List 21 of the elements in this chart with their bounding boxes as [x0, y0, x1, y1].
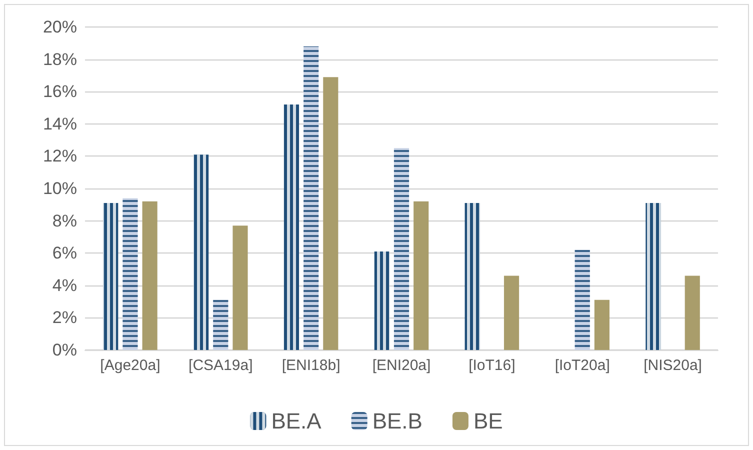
y-tick-label: 14% [42, 114, 77, 134]
y-tick-label: 0% [52, 340, 77, 360]
x-tick-label: [ENI18b] [282, 357, 340, 374]
y-tick-label: 8% [52, 211, 77, 230]
x-tick-label: [IoT20a] [554, 357, 610, 374]
y-tick-label: 6% [52, 244, 77, 263]
y-tick-label: 20% [42, 18, 77, 36]
x-tick-label: [Age20a] [100, 357, 160, 374]
y-tick-label: 2% [52, 308, 77, 328]
legend-label: BE.B [372, 408, 422, 434]
x-tick-label: [CSA19a] [188, 357, 253, 374]
x-tick-label: [ENI20a] [372, 357, 431, 374]
legend-label: BE [473, 408, 503, 434]
x-tick-label: [IoT16] [468, 357, 516, 374]
y-tick-label: 12% [42, 146, 77, 166]
y-tick-label: 16% [42, 82, 77, 102]
x-tick-label: [NIS20a] [644, 357, 702, 374]
y-tick-label: 4% [52, 276, 77, 295]
legend-label: BE.A [271, 408, 322, 434]
y-tick-label: 10% [42, 179, 77, 198]
y-tick-label: 18% [42, 50, 77, 69]
